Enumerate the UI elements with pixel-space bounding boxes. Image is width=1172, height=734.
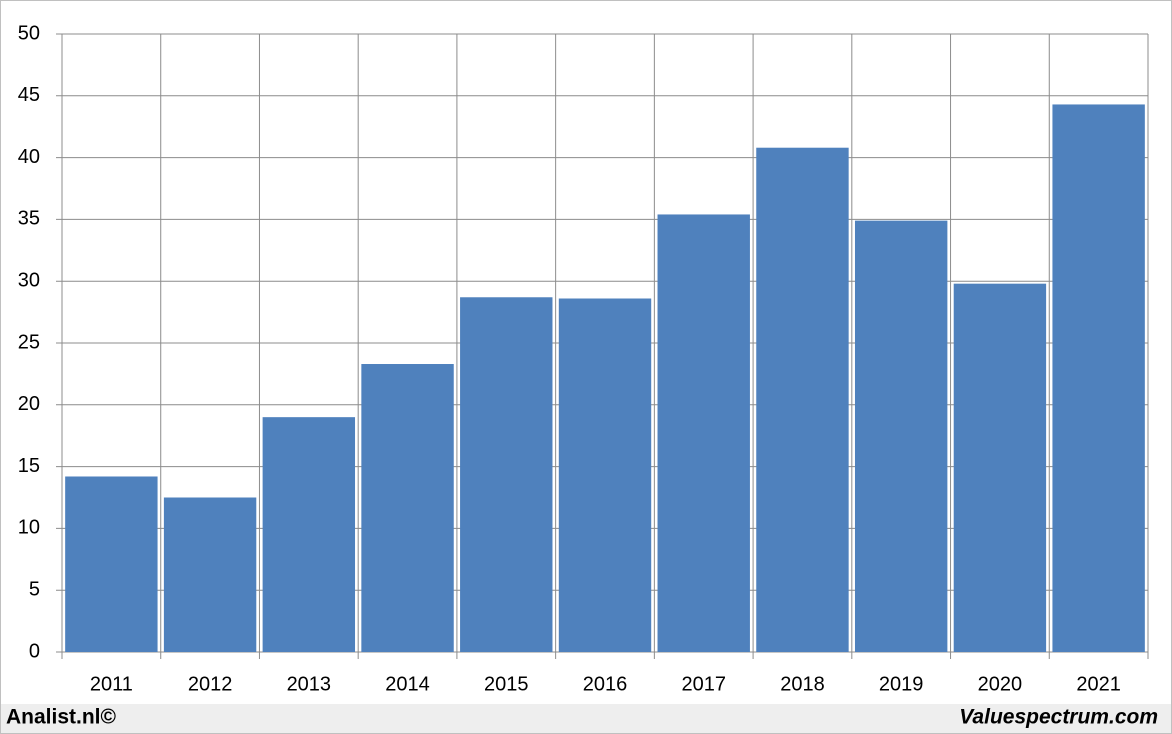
x-tick-label: 2018 (780, 673, 825, 695)
x-tick-label: 2011 (90, 673, 133, 695)
bar (558, 298, 652, 652)
x-tick-label: 2014 (385, 673, 430, 695)
bar (163, 497, 257, 652)
x-tick-label: 2012 (188, 673, 233, 695)
bar (262, 417, 356, 652)
y-tick-label: 50 (18, 22, 40, 44)
x-tick-label: 2016 (583, 673, 628, 695)
footer-left: Analist.nl© (6, 706, 117, 729)
x-tick-label: 2019 (879, 673, 924, 695)
x-tick-label: 2021 (1076, 673, 1121, 695)
y-tick-label: 20 (18, 393, 40, 415)
y-tick-label: 35 (18, 208, 40, 230)
x-tick-label: 2015 (484, 673, 529, 695)
x-tick-label: 2017 (681, 673, 726, 695)
x-tick-label: 2013 (287, 673, 332, 695)
footer-right: Valuespectrum.com (959, 706, 1158, 729)
bar (953, 283, 1047, 652)
bar (756, 147, 849, 652)
footer-bar (1, 704, 1171, 733)
y-tick-label: 30 (18, 269, 40, 291)
x-tick-label: 2020 (978, 673, 1023, 695)
bar (854, 220, 948, 653)
y-tick-label: 25 (18, 331, 40, 353)
y-tick-label: 10 (18, 517, 40, 539)
y-tick-label: 45 (18, 84, 40, 106)
bar (657, 214, 750, 652)
y-tick-label: 15 (18, 455, 40, 477)
bar (361, 364, 454, 652)
bar (460, 297, 553, 652)
bar (65, 476, 158, 652)
bar (1052, 104, 1145, 652)
y-tick-label: 5 (29, 578, 40, 600)
y-tick-label: 40 (18, 146, 40, 168)
y-tick-label: 0 (29, 640, 40, 662)
